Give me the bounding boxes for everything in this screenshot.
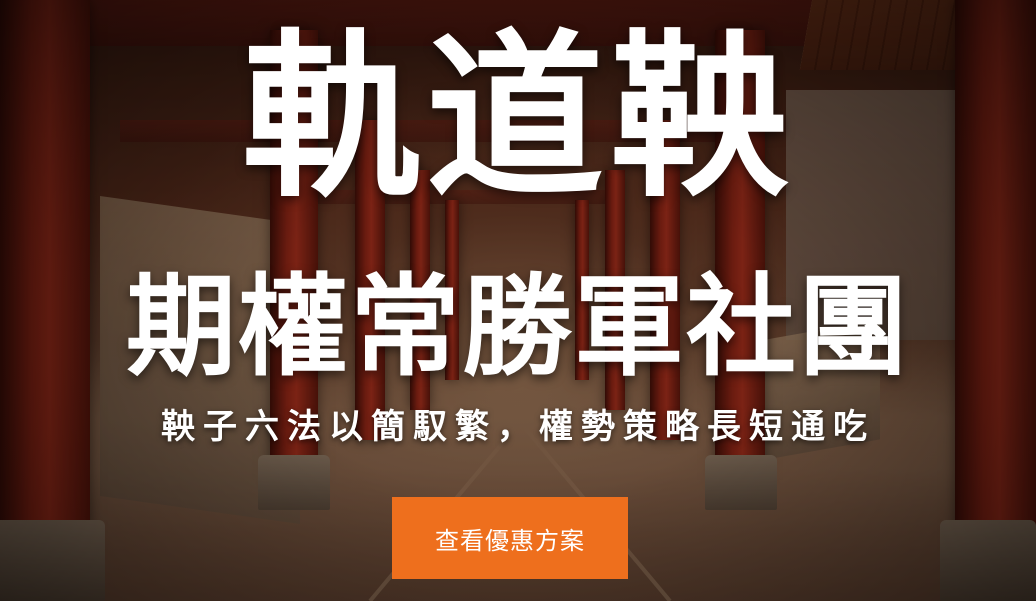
hero-tagline: 鞅子六法以簡馭繁，權勢策略長短通吃 — [161, 407, 875, 447]
hero-subtitle: 期權常勝軍社團 — [126, 262, 910, 391]
hero-title: 軌道鞅 — [242, 12, 794, 221]
view-offers-button[interactable]: 查看優惠方案 — [392, 497, 628, 579]
